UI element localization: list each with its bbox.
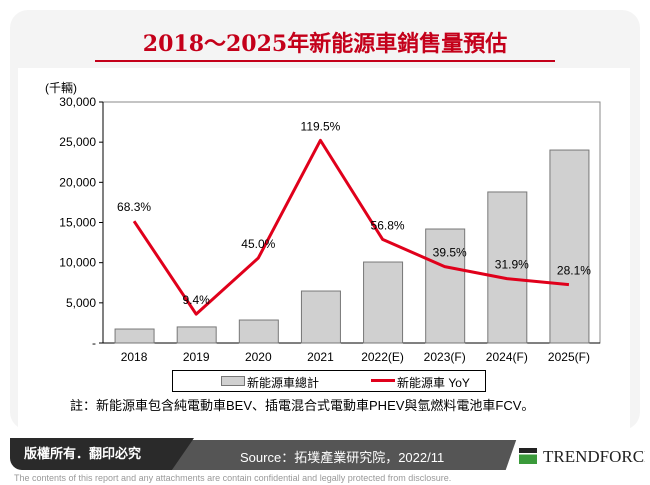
y-tick-label: 20,000 <box>59 175 96 189</box>
legend-line-swatch <box>371 379 395 382</box>
copyright: 版權所有．翻印必究 <box>10 438 194 470</box>
bar <box>363 261 404 344</box>
chart-panel <box>18 68 630 430</box>
legend-bar-swatch <box>221 376 245 386</box>
bar <box>549 149 590 344</box>
chart-title: 2018～2025年新能源車銷售量預估 <box>142 31 508 57</box>
data-label: 45.0% <box>241 237 275 251</box>
x-tick-label: 2020 <box>245 350 272 364</box>
yoy-line <box>132 138 570 316</box>
x-tick-label: 2025(F) <box>548 350 590 364</box>
legend-bar-label: 新能源車總計 <box>247 376 320 390</box>
data-label: 31.9% <box>495 258 529 272</box>
title-underline <box>95 60 555 62</box>
disclaimer: The contents of this report and any atta… <box>14 473 452 483</box>
y-tick-label: 5,000 <box>66 296 96 310</box>
trendforce-logo: TRENDFORCE <box>505 440 645 472</box>
bar <box>425 228 466 344</box>
data-label: 39.5% <box>433 246 467 260</box>
data-label: 28.1% <box>557 264 591 278</box>
logo-text: TRENDFORCE <box>543 447 650 466</box>
x-tick-label: 2019 <box>183 350 210 364</box>
y-tick-label: - <box>92 336 96 350</box>
bar <box>487 191 528 344</box>
bar <box>238 319 279 344</box>
legend: 新能源車總計 新能源車 YoY <box>172 370 486 392</box>
data-label: 68.3% <box>117 200 151 214</box>
logo-mark-icon <box>519 448 537 464</box>
x-tick-label: 2022(E) <box>361 350 404 364</box>
y-axis-label: (千輛) <box>45 81 77 95</box>
x-tick-label: 2021 <box>307 350 334 364</box>
bar <box>114 328 155 344</box>
y-tick-label: 25,000 <box>59 135 96 149</box>
footnote: 註：新能源車包含純電動車BEV、插電混合式電動車PHEV與氫燃料電池車FCV。 <box>70 398 535 413</box>
source: Source：拓墣產業研究院，2022/11 <box>240 450 445 465</box>
y-tick-label: 30,000 <box>59 95 96 109</box>
x-tick-label: 2018 <box>121 350 148 364</box>
y-tick-label: 10,000 <box>59 256 96 270</box>
bar <box>300 290 341 344</box>
data-label: 9.4% <box>183 293 211 307</box>
y-tick-label: 15,000 <box>59 216 96 230</box>
x-tick-label: 2024(F) <box>486 350 528 364</box>
data-label: 56.8% <box>371 218 405 232</box>
legend-line-label: 新能源車 YoY <box>397 376 470 390</box>
x-tick-label: 2023(F) <box>424 350 466 364</box>
bar <box>176 326 217 344</box>
data-label: 119.5% <box>301 119 341 133</box>
